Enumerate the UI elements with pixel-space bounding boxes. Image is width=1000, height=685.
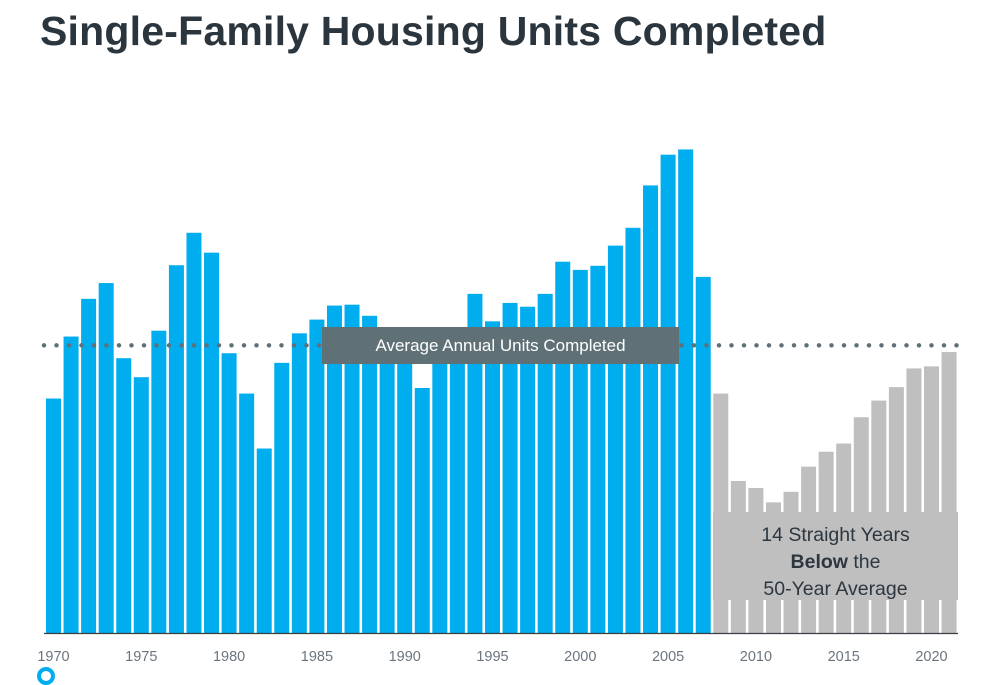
bar-1996 xyxy=(502,302,518,633)
bar-1971 xyxy=(63,336,79,633)
bar-2007 xyxy=(695,276,711,633)
bar-1995 xyxy=(485,321,500,633)
source-logo-icon xyxy=(37,667,55,685)
bar-1993 xyxy=(449,329,465,633)
bar-1970 xyxy=(46,398,61,633)
bar-1998 xyxy=(537,293,553,633)
annotation-line-3: 50-Year Average xyxy=(763,578,908,600)
bar-1980 xyxy=(221,353,237,633)
bar-1977 xyxy=(168,265,184,633)
bar-2004 xyxy=(643,185,659,633)
bar-2006 xyxy=(678,149,694,633)
annotation-line-2: Below the xyxy=(713,549,958,576)
bar-1997 xyxy=(520,306,536,633)
chart-title: Single-Family Housing Units Completed xyxy=(40,8,827,54)
bar-1982 xyxy=(256,448,272,633)
bar-1975 xyxy=(133,377,149,633)
bar-1979 xyxy=(204,252,220,634)
x-tick-label-1975: 1975 xyxy=(125,649,157,665)
annotation-line-2-rest: the xyxy=(847,551,881,573)
x-tick-label-2015: 2015 xyxy=(828,649,860,665)
bar-1983 xyxy=(274,362,290,633)
bar-2003 xyxy=(625,227,641,633)
bar-1986 xyxy=(326,305,342,633)
bar-1994 xyxy=(467,293,483,633)
x-tick-label-2010: 2010 xyxy=(740,649,772,665)
x-tick-label-2000: 2000 xyxy=(564,649,596,665)
x-tick-label-1995: 1995 xyxy=(476,649,508,665)
x-tick-label-1985: 1985 xyxy=(301,649,333,665)
x-tick-label-1980: 1980 xyxy=(213,649,245,665)
x-tick-label-2020: 2020 xyxy=(915,649,947,665)
bar-2000 xyxy=(572,269,588,633)
bar-1992 xyxy=(432,351,448,633)
bar-1978 xyxy=(186,232,202,633)
bar-2005 xyxy=(660,154,676,634)
bar-1976 xyxy=(151,330,167,633)
bar-2002 xyxy=(607,245,623,633)
annotation-bold: Below xyxy=(790,551,848,573)
bar-1987 xyxy=(344,304,360,633)
bar-1988 xyxy=(362,315,378,633)
bar-1973 xyxy=(98,283,114,633)
bar-1999 xyxy=(555,261,571,633)
annotation-line-1: 14 Straight Years xyxy=(761,524,910,546)
bar-1974 xyxy=(116,358,132,633)
bar-1990 xyxy=(397,350,413,633)
x-tick-label-1990: 1990 xyxy=(389,649,421,665)
below-average-annotation: 14 Straight Years Below the 50-Year Aver… xyxy=(713,512,958,600)
x-tick-label-2005: 2005 xyxy=(652,649,684,665)
bar-1984 xyxy=(291,333,307,633)
x-tick-label-1970: 1970 xyxy=(37,649,69,665)
average-label: Average Annual Units Completed xyxy=(322,327,679,364)
bar-1972 xyxy=(81,298,97,633)
bar-1991 xyxy=(414,388,430,633)
bar-2001 xyxy=(590,265,606,633)
bar-1989 xyxy=(379,333,395,633)
bar-1985 xyxy=(309,319,325,633)
bar-1981 xyxy=(239,393,255,633)
